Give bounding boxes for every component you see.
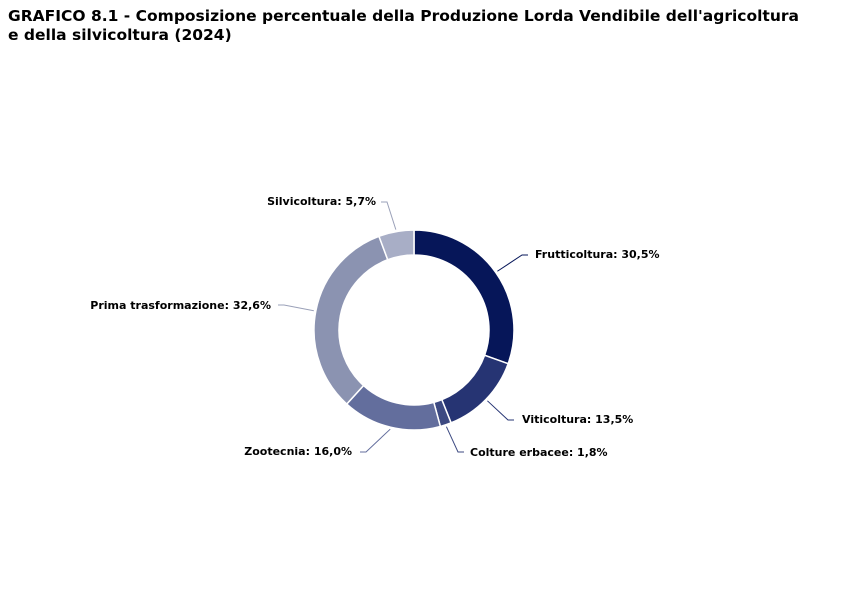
chart-title: GRAFICO 8.1 - Composizione percentuale d… xyxy=(8,7,838,45)
leader-lines xyxy=(278,201,528,453)
label-silvicoltura: Silvicoltura: 5,7% xyxy=(267,195,376,208)
label-colture-erbacee: Colture erbacee: 1,8% xyxy=(470,446,608,459)
label-zootecnia: Zootecnia: 16,0% xyxy=(244,445,352,458)
leader-prima-trasformazione xyxy=(278,304,314,312)
slice-viticoltura xyxy=(440,354,510,424)
slice-prima-trasformazione xyxy=(313,235,389,406)
label-viticoltura: Viticoltura: 13,5% xyxy=(522,413,633,426)
leader-viticoltura xyxy=(487,400,514,421)
chart-title-line-2: e della silvicoltura (2024) xyxy=(8,26,232,44)
data-labels: Frutticoltura: 30,5% Viticoltura: 13,5% Co… xyxy=(90,195,659,459)
donut-slices xyxy=(313,229,515,431)
label-frutticoltura: Frutticoltura: 30,5% xyxy=(535,248,660,261)
slice-silvicoltura xyxy=(378,229,415,261)
leader-silvicoltura xyxy=(381,201,397,230)
slice-zootecnia xyxy=(345,384,442,431)
label-prima-trasformazione: Prima trasformazione: 32,6% xyxy=(90,299,271,312)
leader-colture-erbacee xyxy=(445,426,464,453)
leader-frutticoltura xyxy=(497,254,528,272)
chart-title-line-1: GRAFICO 8.1 - Composizione percentuale d… xyxy=(8,7,799,25)
leader-zootecnia xyxy=(360,428,391,453)
slice-frutticoltura xyxy=(413,229,515,365)
